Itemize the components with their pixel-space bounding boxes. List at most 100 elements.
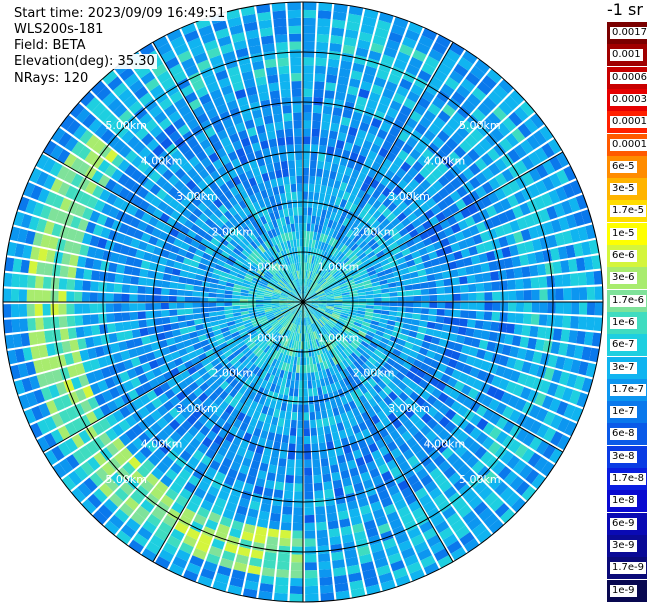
range-gate-cell [528,167,542,182]
range-gate-cell [195,377,205,387]
range-gate-cell [345,357,353,366]
range-gate-cell [494,503,510,518]
range-gate-cell [401,486,414,499]
range-gate-cell [142,251,153,262]
range-gate-cell [552,261,562,274]
range-gate-cell [316,419,323,428]
range-gate-cell [247,213,255,223]
range-gate-cell [288,304,296,309]
range-gate-cell [299,373,303,381]
range-gate-cell [317,292,325,297]
range-gate-cell [347,251,356,260]
range-gate-cell [170,528,185,542]
range-gate-cell [252,229,260,239]
range-gate-cell [305,577,318,587]
range-gate-cell [113,396,126,409]
range-gate-cell [225,259,235,267]
range-gate-cell [546,382,559,397]
range-gate-cell [294,348,298,357]
range-gate-cell [66,119,81,135]
range-gate-cell [82,360,93,373]
range-gate-cell [227,151,238,162]
range-gate-cell [304,491,314,500]
range-gate-cell [339,285,348,290]
range-gate-cell [457,219,469,231]
range-gate-cell [333,567,347,577]
range-gate-cell [534,147,549,163]
range-gate-cell [310,305,318,310]
range-gate-cell [279,302,288,305]
range-gate-cell [303,278,306,287]
range-gate-cell [419,320,428,328]
range-gate-cell [356,189,366,199]
range-gate-cell [253,393,262,403]
range-gate-cell [245,187,254,197]
range-gate-cell [276,271,283,279]
range-gate-cell [306,278,309,287]
range-gate-cell [437,199,448,211]
range-gate-cell [296,167,303,176]
range-gate-cell [244,398,253,408]
range-gate-cell [211,273,221,280]
range-gate-cell [420,179,432,191]
range-gate-cell [155,220,166,231]
range-gate-cell [184,91,198,104]
range-gate-cell [438,416,451,428]
range-gate-cell [535,180,548,195]
range-gate-cell [475,243,486,254]
range-gate-cell [382,434,394,445]
range-gate-cell [305,270,308,279]
range-gate-cell [375,266,384,274]
range-gate-cell [509,475,524,491]
range-gate-cell [239,266,249,274]
range-gate-cell [83,269,93,280]
range-gate-cell [383,395,393,406]
range-gate-cell [20,259,30,274]
range-gate-cell [317,307,326,312]
range-gate-cell [139,327,149,337]
range-gate-cell [350,587,366,598]
range-gate-cell [264,180,272,190]
range-gate-cell [314,490,324,499]
range-gate-cell [370,117,382,129]
range-gate-cell [205,163,216,175]
range-gate-cell [325,323,333,330]
range-gate-cell [469,413,482,426]
range-gate-cell [66,228,78,241]
range-gate-cell [48,236,59,250]
range-gate-cell [473,358,484,369]
range-gate-cell [178,321,188,329]
range-gate-cell [224,542,238,554]
range-gate-cell [351,169,360,179]
range-gate-cell [328,255,336,264]
range-gate-cell [263,323,272,330]
range-gate-cell [282,224,288,234]
range-gate-cell [99,447,113,461]
range-gate-cell [221,267,231,274]
range-gate-cell [290,578,303,587]
range-gate-cell [579,302,588,315]
range-gate-cell [100,227,111,239]
range-gate-cell [455,198,467,211]
range-gate-cell [256,292,265,296]
range-gate-cell [210,278,219,284]
range-gate-cell [347,13,362,24]
range-gate-cell [164,437,177,449]
range-gate-cell [530,113,545,129]
range-gate-cell [413,295,422,302]
legend-label: 0.001 [610,49,643,62]
range-gate-cell [328,278,336,285]
range-gate-cell [107,76,123,91]
range-gate-cell [203,387,214,397]
range-gate-cell [59,197,72,212]
range-gate-cell [170,245,180,254]
range-gate-cell [303,57,314,66]
range-gate-cell [352,62,365,73]
range-gate-cell [462,510,477,525]
range-gate-cell [285,136,294,145]
range-gate-cell [468,475,482,489]
range-gate-cell [234,280,243,286]
range-gate-cell [333,272,342,279]
range-gate-cell [240,405,250,415]
range-gate-cell [314,240,319,249]
